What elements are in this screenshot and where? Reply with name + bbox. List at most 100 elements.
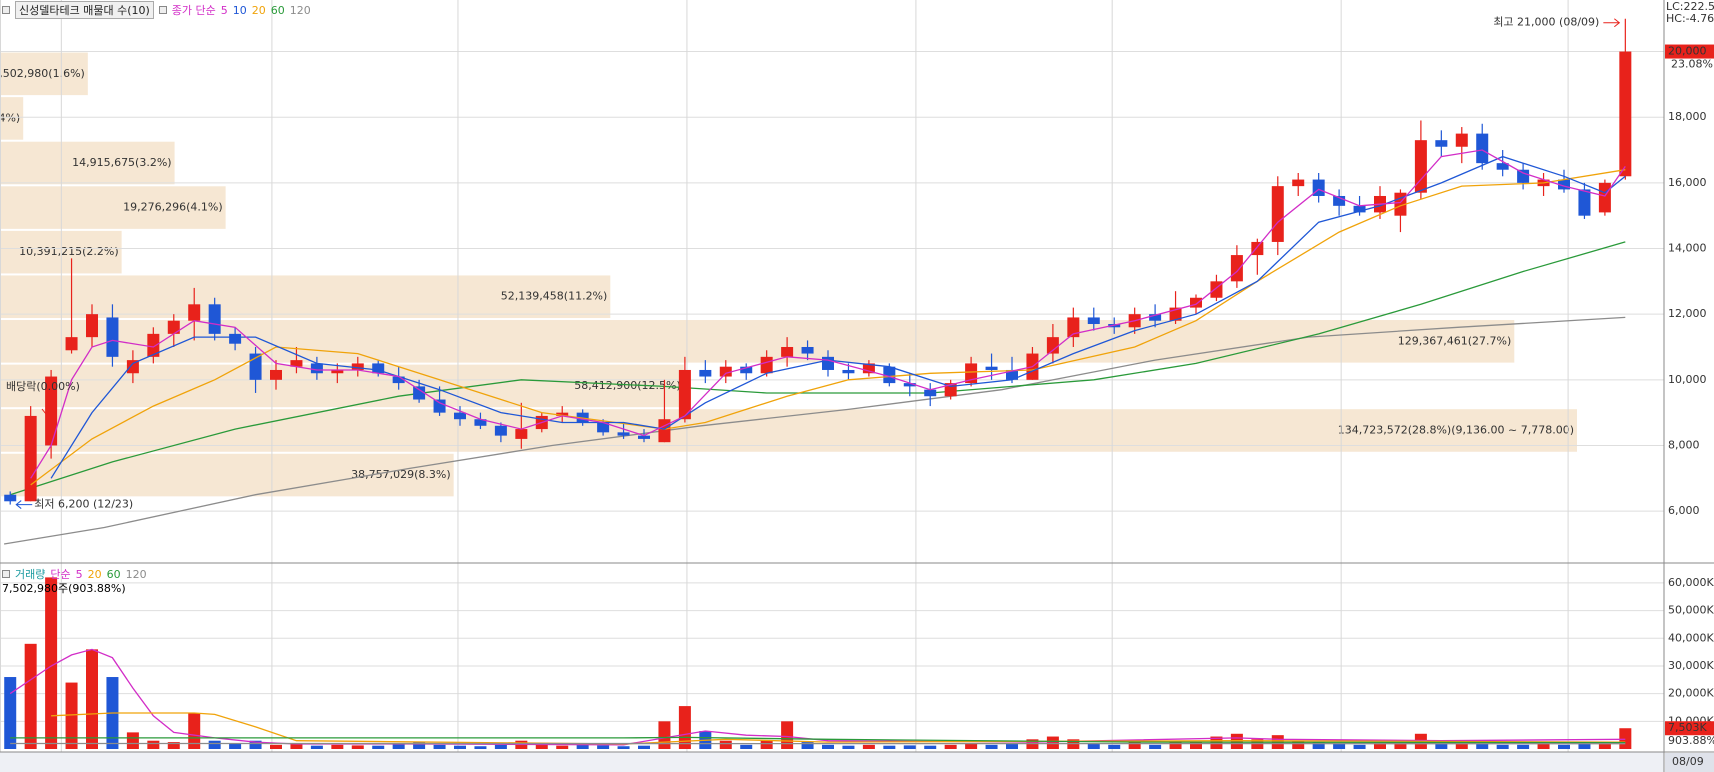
y-tick-label: 16,000 bbox=[1668, 176, 1707, 189]
volume-bar bbox=[965, 743, 978, 749]
candle-body bbox=[1251, 241, 1264, 256]
candle-body bbox=[883, 366, 896, 384]
candle-body bbox=[515, 429, 528, 439]
candle-body bbox=[1333, 195, 1346, 206]
y-tick-label: 18,000 bbox=[1668, 110, 1707, 123]
volume-bar bbox=[924, 745, 937, 749]
volume-bar bbox=[208, 740, 221, 749]
candle-body bbox=[617, 432, 630, 436]
profile-label: 52,139,458(11.2%) bbox=[501, 290, 608, 303]
legend-entry: 5 bbox=[75, 567, 83, 581]
volume-bar bbox=[1578, 742, 1591, 749]
candle-body bbox=[249, 353, 262, 380]
volume-bar bbox=[474, 746, 487, 749]
candle-body bbox=[556, 412, 569, 416]
y-tick-label: 30,000K bbox=[1668, 659, 1714, 672]
volume-bar bbox=[1558, 744, 1570, 749]
candle-body bbox=[781, 346, 794, 357]
volume-bar bbox=[249, 740, 262, 749]
icon bbox=[2, 570, 10, 578]
candle-body bbox=[392, 376, 405, 384]
volume-bar bbox=[678, 706, 691, 749]
candle-body bbox=[331, 369, 344, 374]
profile-band bbox=[0, 453, 454, 497]
profile-band bbox=[0, 230, 122, 274]
low-annotation: 최저 6,200 (12/23) bbox=[34, 498, 133, 511]
candle-body bbox=[229, 333, 242, 344]
candle-body bbox=[1190, 297, 1202, 308]
profile-band bbox=[0, 275, 611, 319]
legend-entry: 120 bbox=[125, 567, 147, 581]
candle-body bbox=[147, 333, 160, 357]
legend-entry: 60 bbox=[106, 567, 121, 581]
candle-body bbox=[1455, 133, 1468, 147]
volume-bar bbox=[454, 745, 466, 749]
y-tick-label: 12,000 bbox=[1668, 307, 1707, 320]
volume-bar bbox=[1108, 744, 1121, 749]
candle-body bbox=[1517, 169, 1530, 183]
volume-bar bbox=[658, 721, 671, 749]
candle-body bbox=[760, 356, 773, 374]
ma-line bbox=[3, 316, 1626, 545]
y-tick-label: 10,000 bbox=[1668, 373, 1707, 386]
legend-entry: 120 bbox=[289, 3, 311, 17]
volume-bar bbox=[1598, 743, 1611, 749]
ma-line bbox=[10, 241, 1626, 496]
profile-label: 58,412,900(12.5%) bbox=[574, 379, 681, 392]
icon bbox=[2, 6, 10, 14]
volume-bar bbox=[1374, 742, 1386, 749]
profile-band bbox=[0, 97, 24, 140]
volume-bar bbox=[1619, 728, 1632, 749]
volume-bar bbox=[985, 744, 998, 749]
candle-body bbox=[719, 366, 732, 377]
volume-bar bbox=[1455, 742, 1468, 749]
candle-body bbox=[167, 320, 180, 334]
candle-body bbox=[188, 304, 201, 321]
y-tick-label: 8,000 bbox=[1668, 438, 1700, 451]
candle-body bbox=[413, 386, 426, 400]
volume-bar bbox=[24, 643, 37, 749]
volume-tag: 7,503K bbox=[1668, 721, 1707, 734]
volume-bar bbox=[535, 744, 548, 749]
volume-bar bbox=[45, 577, 58, 749]
profile-band bbox=[0, 141, 175, 185]
volume-bar bbox=[147, 740, 160, 749]
arrow bbox=[15, 500, 33, 509]
candle-body bbox=[45, 376, 58, 446]
candle-body bbox=[740, 366, 753, 374]
volume-bar bbox=[229, 743, 242, 749]
high-annotation: 최고 21,000 (08/09) bbox=[1493, 16, 1599, 29]
volume-bar bbox=[862, 744, 875, 749]
candle-body bbox=[208, 304, 221, 334]
candle-body bbox=[86, 314, 98, 338]
legend-entry: 10 bbox=[232, 3, 247, 17]
volume-bar bbox=[188, 713, 201, 749]
volume-bar bbox=[1353, 744, 1366, 749]
candle-body bbox=[106, 317, 119, 357]
candle-body bbox=[1353, 205, 1366, 213]
volume-change: 903.88% bbox=[1668, 734, 1714, 747]
ma-line bbox=[30, 169, 1626, 486]
volume-bar bbox=[1292, 740, 1305, 749]
volume-bar bbox=[760, 740, 773, 749]
y-tick-label: 20,000K bbox=[1668, 687, 1714, 700]
y-tick-label: 40,000K bbox=[1668, 631, 1714, 644]
profile-label: 19,276,296(4.1%) bbox=[123, 201, 223, 214]
volume-bar bbox=[4, 677, 17, 749]
price-tag-box bbox=[1665, 44, 1714, 59]
candle-body bbox=[1292, 179, 1305, 187]
icon bbox=[158, 6, 167, 14]
volume-bar bbox=[86, 649, 98, 749]
volume-title: 거래량 bbox=[15, 568, 46, 581]
candle-body bbox=[1271, 186, 1284, 242]
volume-bar bbox=[556, 745, 569, 749]
volume-bar bbox=[392, 744, 405, 749]
lc-label: LC:222.56 bbox=[1666, 0, 1714, 13]
volume-bar bbox=[1394, 743, 1407, 749]
volume-bar bbox=[740, 744, 753, 749]
candle-body bbox=[310, 363, 323, 374]
volume-info-text: 7,502,980주(903.88%) bbox=[2, 582, 126, 595]
volume-bar bbox=[331, 744, 344, 749]
